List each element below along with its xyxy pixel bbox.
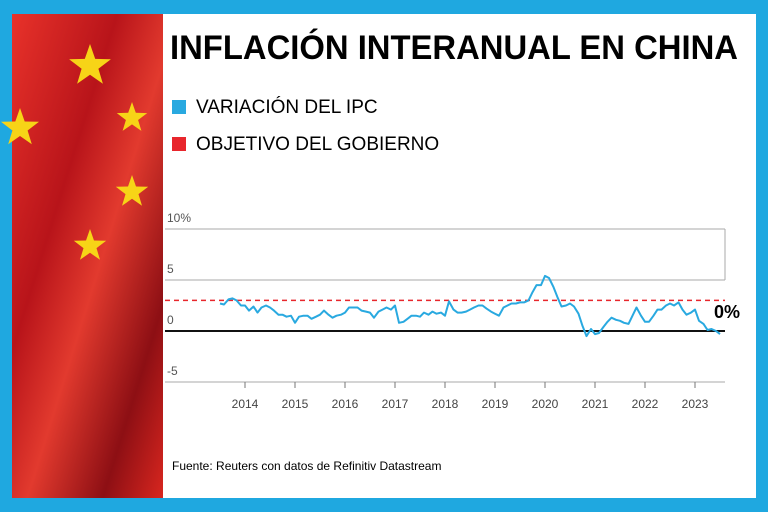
x-tick-label: 2019 <box>482 397 509 411</box>
legend-label: OBJETIVO DEL GOBIERNO <box>196 134 439 155</box>
x-tick-label: 2020 <box>532 397 559 411</box>
star <box>73 229 107 260</box>
x-tick-label: 2021 <box>582 397 609 411</box>
flag <box>12 14 163 498</box>
source: Fuente: Reuters con datos de Refinitiv D… <box>172 459 441 473</box>
star <box>116 102 148 131</box>
x-tick-label: 2018 <box>432 397 459 411</box>
legend-label: VARIACIÓN DEL IPC <box>196 96 378 118</box>
x-tick-label: 2022 <box>632 397 659 411</box>
y-tick-label: -5 <box>167 364 178 378</box>
star <box>115 175 149 206</box>
x-tick-label: 2023 <box>682 397 709 411</box>
y-tick-label: 10% <box>167 211 191 225</box>
chart-title: INFLACIÓN INTERANUAL EN CHINA <box>170 29 738 67</box>
x-tick-label: 2014 <box>232 397 259 411</box>
annotation: 0% <box>714 302 740 322</box>
x-tick-label: 2017 <box>382 397 409 411</box>
y-tick-label: 0 <box>167 313 174 327</box>
cpi-line <box>219 274 721 338</box>
x-tick-label: 2016 <box>332 397 359 411</box>
star <box>1 108 39 145</box>
y-tick-label: 5 <box>167 262 174 276</box>
legend-swatch <box>172 137 186 151</box>
legend-swatch <box>172 100 186 114</box>
x-tick-label: 2015 <box>282 397 309 411</box>
star <box>69 44 111 84</box>
flag-stars <box>1 44 149 260</box>
